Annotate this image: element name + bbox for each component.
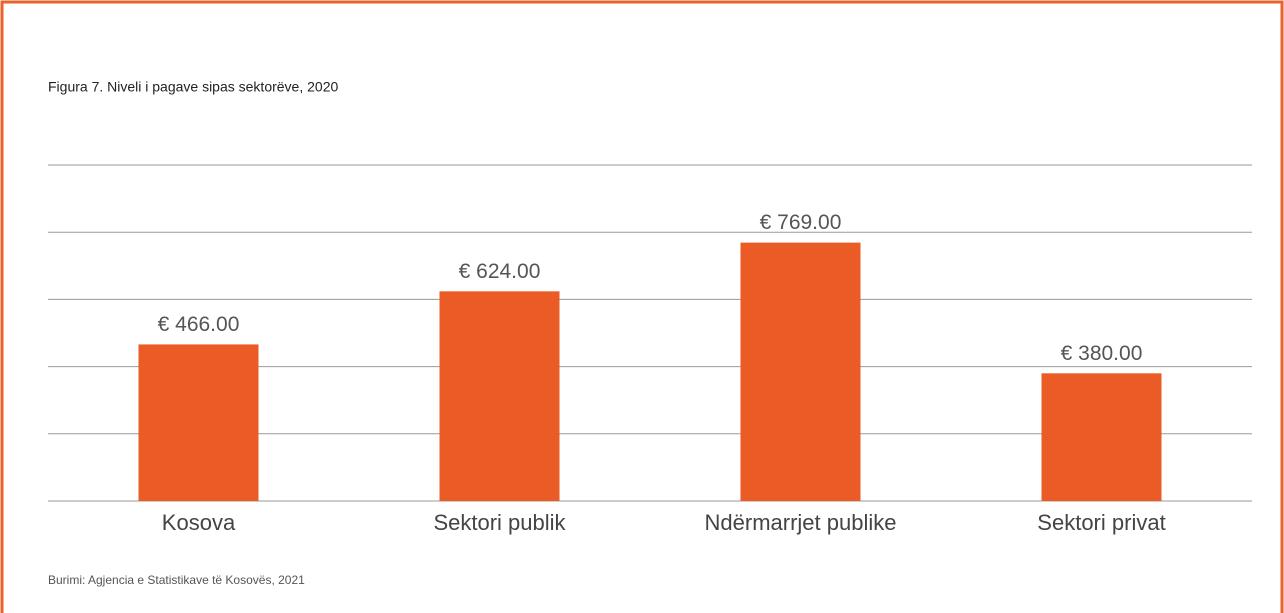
chart-title: Figura 7. Niveli i pagave sipas sektorëv… — [48, 79, 338, 95]
x-tick-label: Kosova — [162, 510, 236, 535]
value-label: € 769.00 — [760, 211, 842, 234]
bar — [740, 242, 861, 501]
bar — [439, 291, 560, 501]
value-label: € 624.00 — [459, 260, 541, 283]
value-label: € 466.00 — [158, 313, 240, 336]
source-note: Burimi: Agjencia e Statistikave të Kosov… — [48, 573, 305, 587]
x-tick-label: Sektori privat — [1037, 510, 1165, 535]
value-label: € 380.00 — [1061, 342, 1143, 365]
bar — [1041, 373, 1162, 501]
bar — [138, 344, 259, 501]
x-tick-label: Sektori publik — [433, 510, 566, 535]
x-tick-label: Ndërmarrjet publike — [705, 510, 897, 535]
